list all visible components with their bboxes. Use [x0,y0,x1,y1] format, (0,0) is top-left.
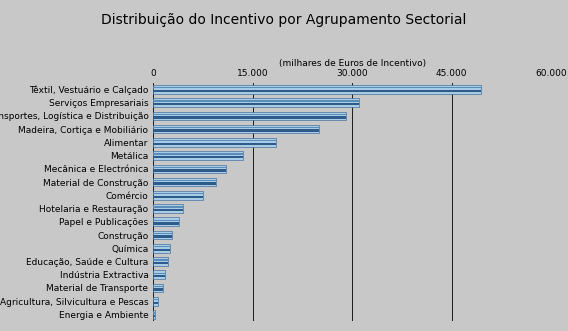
Bar [153,312,154,313]
Bar [153,284,162,292]
Bar [153,127,319,128]
Bar [153,143,276,145]
Bar [153,156,243,158]
Bar [153,222,178,224]
Bar [153,209,183,211]
Bar [153,246,170,247]
Bar [153,286,162,287]
Bar [153,219,178,221]
Bar [153,114,345,115]
Bar [153,204,183,213]
Bar [153,98,359,107]
Bar [153,231,172,239]
Bar [153,249,170,251]
Bar [153,302,158,304]
Bar [153,116,345,118]
Bar [153,193,203,194]
Bar [153,169,226,171]
Bar [153,90,482,92]
Bar [153,112,345,120]
Bar [153,315,154,317]
Bar [153,87,482,88]
X-axis label: (milhares de Euros de Incentivo): (milhares de Euros de Incentivo) [278,59,426,68]
Bar [153,166,226,168]
Bar [153,310,154,319]
Bar [153,151,243,160]
Bar [153,138,276,147]
Bar [153,153,243,155]
Bar [153,182,216,185]
Bar [153,178,216,186]
Text: Distribuição do Incentivo por Agrupamento Sectorial: Distribuição do Incentivo por Agrupament… [101,13,467,27]
Bar [153,85,482,94]
Bar [153,297,158,306]
Bar [153,125,319,133]
Bar [153,196,203,198]
Bar [153,217,178,226]
Bar [153,288,162,291]
Bar [153,244,170,253]
Bar [153,275,165,277]
Bar [153,100,359,102]
Bar [153,129,319,132]
Bar [153,299,158,300]
Bar [153,103,359,105]
Bar [153,259,168,260]
Bar [153,233,172,234]
Bar [153,257,168,266]
Bar [153,165,226,173]
Bar [153,270,165,279]
Bar [153,272,165,274]
Bar [153,191,203,200]
Bar [153,206,183,208]
Bar [153,235,172,238]
Bar [153,140,276,141]
Bar [153,180,216,181]
Bar [153,262,168,264]
